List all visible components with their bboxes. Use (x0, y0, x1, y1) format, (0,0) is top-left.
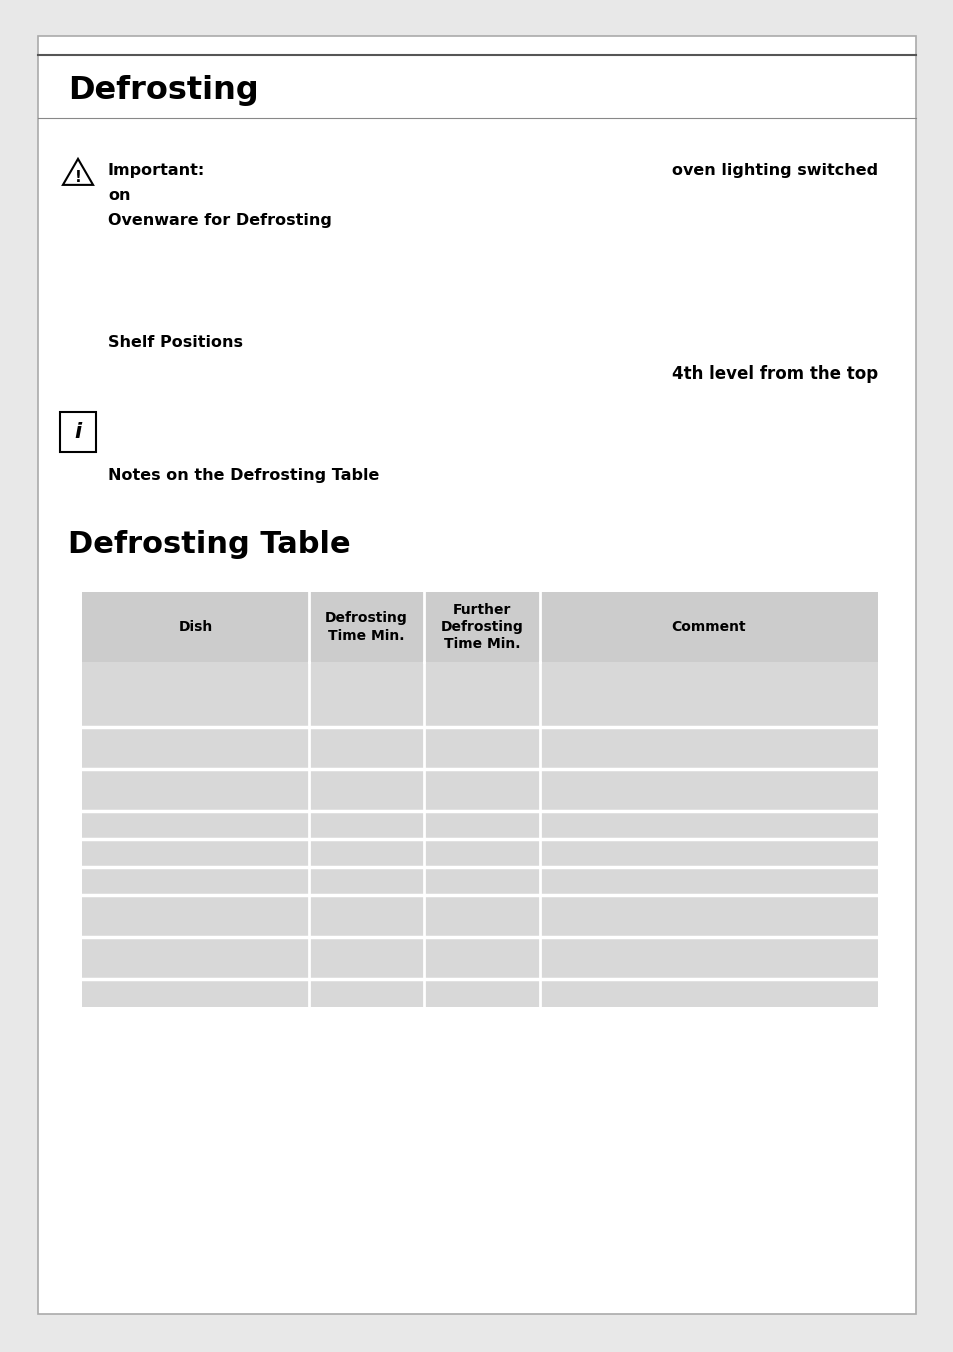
FancyBboxPatch shape (82, 769, 877, 811)
Text: Important:: Important: (108, 164, 205, 178)
Text: Defrosting: Defrosting (68, 74, 258, 105)
Text: Shelf Positions: Shelf Positions (108, 335, 243, 350)
FancyBboxPatch shape (82, 937, 877, 979)
Text: Notes on the Defrosting Table: Notes on the Defrosting Table (108, 468, 379, 483)
FancyBboxPatch shape (82, 727, 877, 769)
Text: Defrosting
Time Min.: Defrosting Time Min. (325, 611, 408, 642)
Text: on: on (108, 188, 131, 203)
Text: 4th level from the top: 4th level from the top (671, 365, 877, 383)
FancyBboxPatch shape (82, 840, 877, 867)
FancyBboxPatch shape (82, 662, 877, 727)
Text: Further
Defrosting
Time Min.: Further Defrosting Time Min. (440, 603, 523, 652)
Text: !: ! (74, 170, 81, 185)
FancyBboxPatch shape (82, 592, 877, 662)
Text: Dish: Dish (178, 621, 213, 634)
FancyBboxPatch shape (82, 895, 877, 937)
FancyBboxPatch shape (60, 412, 96, 452)
Text: Ovenware for Defrosting: Ovenware for Defrosting (108, 214, 332, 228)
Text: oven lighting switched: oven lighting switched (671, 164, 877, 178)
Text: i: i (74, 422, 81, 442)
FancyBboxPatch shape (82, 811, 877, 840)
FancyBboxPatch shape (82, 867, 877, 895)
Text: Comment: Comment (671, 621, 745, 634)
Text: Defrosting Table: Defrosting Table (68, 530, 351, 558)
FancyBboxPatch shape (82, 979, 877, 1007)
FancyBboxPatch shape (38, 37, 915, 1314)
